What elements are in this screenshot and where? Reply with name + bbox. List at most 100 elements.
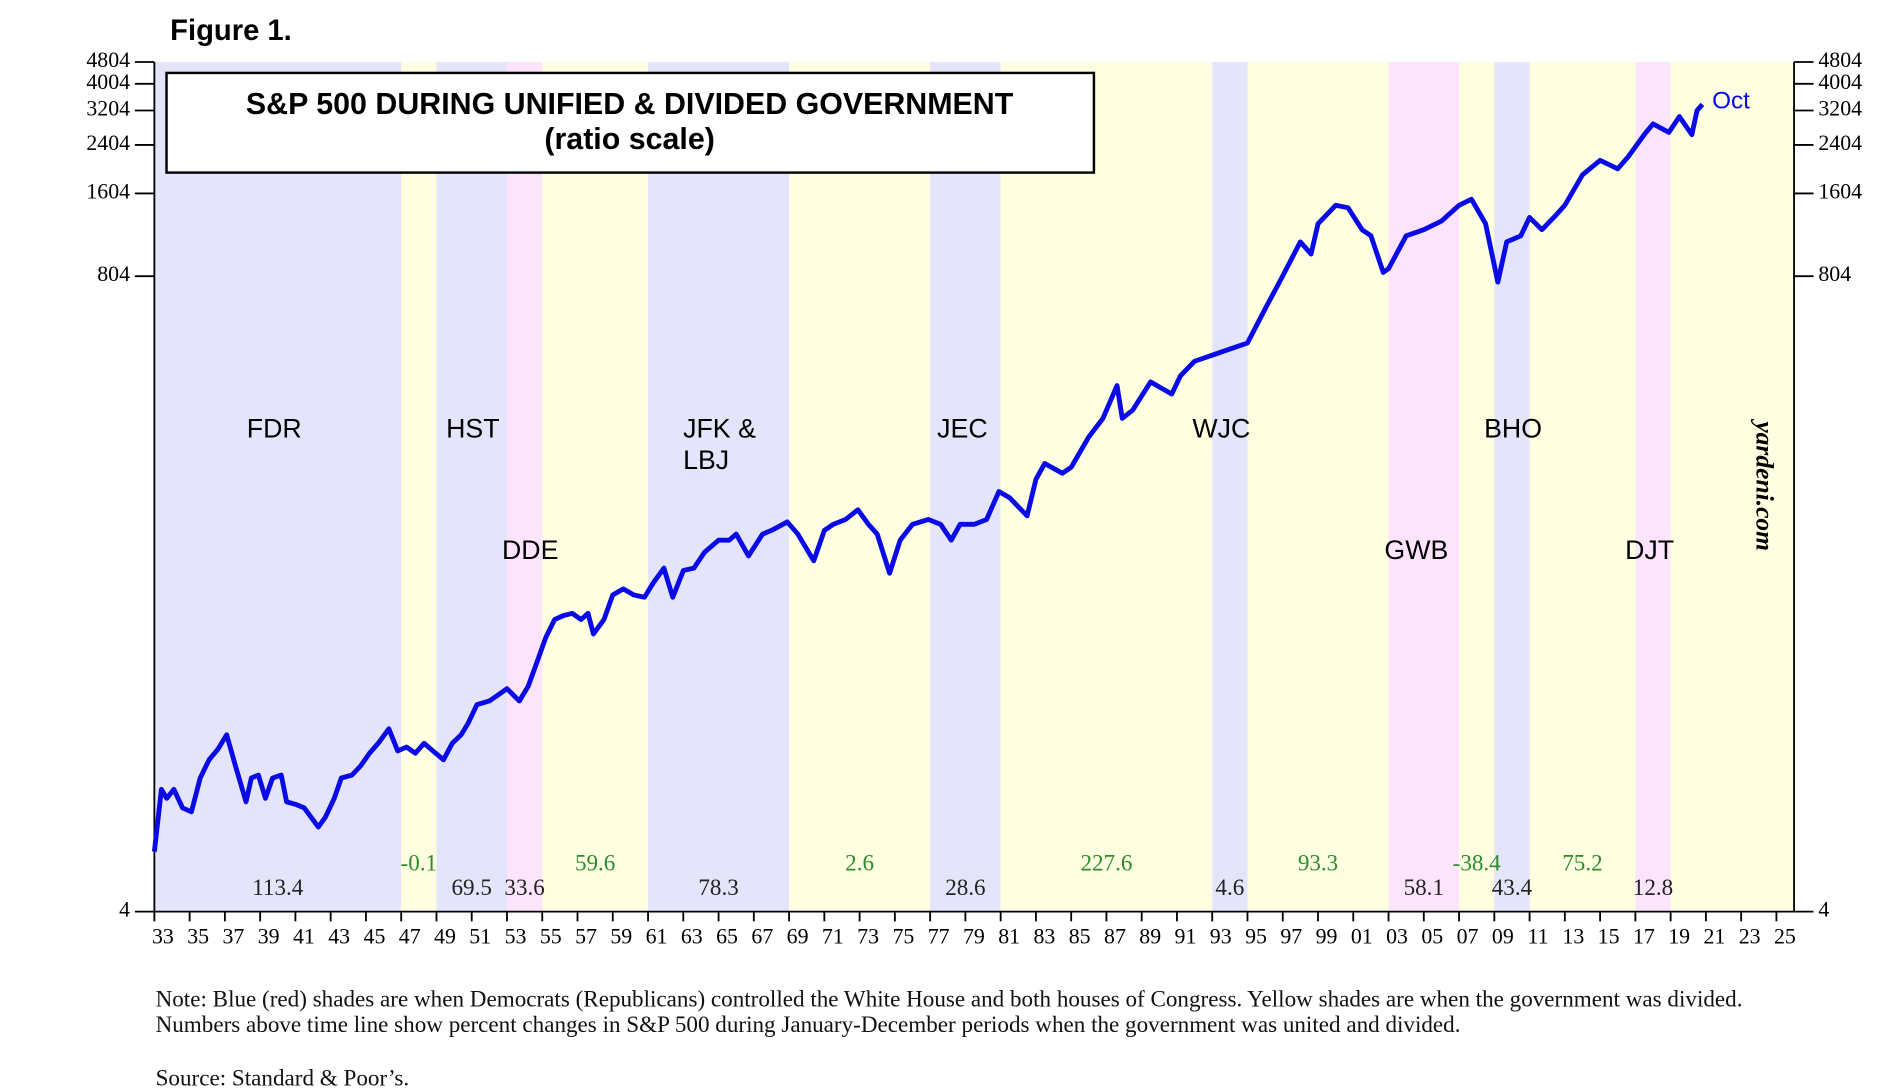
percent-change: 43.4: [1492, 874, 1533, 900]
period-shade: [436, 61, 507, 912]
percent-change: 78.3: [698, 874, 738, 900]
x-tick-label: 43: [328, 924, 350, 948]
president-label: GWB: [1384, 534, 1449, 566]
chart-subtitle: (ratio scale): [544, 122, 715, 156]
x-tick-label: 23: [1739, 924, 1761, 948]
x-tick-label: 01: [1351, 924, 1373, 948]
percent-change: 75.2: [1562, 850, 1602, 876]
x-tick-label: 97: [1280, 924, 1302, 948]
figure-label: Figure 1.: [170, 14, 292, 48]
period-shade: [789, 61, 931, 912]
y-tick-label: 4004: [86, 70, 130, 94]
y-tick-label: 2404: [1818, 131, 1862, 155]
x-tick-label: 13: [1562, 924, 1584, 948]
y-tick-label: 804: [1818, 262, 1851, 286]
period-shade: [1635, 61, 1671, 912]
x-tick-label: 95: [1245, 924, 1267, 948]
x-tick-label: 03: [1386, 924, 1408, 948]
percent-change: 58.1: [1404, 874, 1444, 900]
percent-change: 12.8: [1633, 874, 1673, 900]
percent-change: -38.4: [1453, 850, 1502, 876]
period-shade: [1388, 61, 1460, 912]
x-tick-label: 53: [505, 924, 527, 948]
x-tick-label: 81: [998, 924, 1020, 948]
x-tick-label: 87: [1104, 924, 1126, 948]
x-tick-label: 21: [1703, 924, 1725, 948]
percent-change: 28.6: [945, 874, 985, 900]
percent-change: 227.6: [1080, 850, 1132, 876]
x-tick-label: 39: [258, 924, 280, 948]
y-tick-label: 4004: [1818, 70, 1862, 94]
x-tick-label: 15: [1598, 924, 1620, 948]
percent-change: 69.5: [452, 874, 492, 900]
x-tick-label: 25: [1774, 924, 1796, 948]
note: Note: Blue (red) shades are when Democra…: [155, 986, 1743, 1039]
percent-change: 2.6: [845, 850, 874, 876]
x-tick-label: 91: [1175, 924, 1197, 948]
source: Source: Standard & Poor’s.: [155, 1065, 410, 1092]
watermark: yardeni.com: [1751, 418, 1780, 551]
title-box: [165, 71, 1096, 174]
y-tick-label: 4804: [1818, 48, 1862, 72]
x-tick-label: 49: [434, 924, 456, 948]
y-tick-label: 3204: [86, 97, 130, 121]
x-tick-label: 89: [1139, 924, 1161, 948]
x-tick-label: 59: [610, 924, 632, 948]
y-tick-label: 804: [97, 262, 130, 286]
x-tick-label: 55: [540, 924, 562, 948]
percent-change: -0.1: [401, 850, 438, 876]
president-label: DDE: [501, 534, 559, 566]
x-tick-label: 63: [681, 924, 703, 948]
x-tick-label: 93: [1210, 924, 1232, 948]
x-tick-label: 69: [787, 924, 809, 948]
president-label: FDR: [246, 413, 302, 444]
x-tick-label: 73: [857, 924, 879, 948]
percent-change: 113.4: [252, 874, 304, 900]
period-shade: [1459, 61, 1495, 912]
x-tick-label: 17: [1633, 924, 1655, 948]
president-label: HST: [446, 413, 500, 444]
chart-title: S&P 500 DURING UNIFIED & DIVIDED GOVERNM…: [246, 87, 1014, 121]
x-tick-label: 61: [646, 924, 668, 948]
period-shade: [930, 61, 1001, 912]
period-shade: [542, 61, 649, 912]
x-tick-label: 47: [399, 924, 421, 948]
percent-change: 4.6: [1215, 874, 1244, 900]
x-tick-label: 75: [892, 924, 914, 948]
x-tick-label: 67: [751, 924, 773, 948]
x-tick-label: 05: [1421, 924, 1443, 948]
percent-change: 93.3: [1298, 850, 1338, 876]
x-tick-label: 99: [1316, 924, 1338, 948]
president-label: JFK & LBJ: [683, 413, 756, 476]
x-tick-label: 85: [1069, 924, 1091, 948]
x-tick-label: 41: [293, 924, 315, 948]
president-label: DJT: [1625, 534, 1675, 566]
x-tick-label: 45: [364, 924, 386, 948]
x-tick-label: 19: [1668, 924, 1690, 948]
period-shade: [1670, 61, 1795, 912]
y-tick-label: 1604: [1818, 179, 1862, 203]
x-tick-label: 79: [963, 924, 985, 948]
percent-change: 59.6: [575, 850, 615, 876]
period-shade: [401, 61, 437, 912]
x-tick-label: 35: [187, 924, 209, 948]
period-shade: [648, 61, 790, 912]
x-tick-label: 09: [1492, 924, 1514, 948]
period-shade: [154, 61, 402, 912]
y-tick-label: 4: [119, 898, 130, 922]
period-shade: [506, 61, 543, 912]
period-shade: [1494, 61, 1530, 912]
period-shade: [1212, 61, 1248, 912]
president-label: WJC: [1192, 413, 1251, 444]
x-tick-label: 33: [152, 924, 174, 948]
series-line: [151, 102, 1705, 852]
period-shade: [1247, 61, 1389, 912]
y-tick-label: 3204: [1818, 97, 1862, 121]
y-tick-label: 1604: [86, 179, 130, 203]
x-tick-label: 37: [222, 924, 244, 948]
x-tick-label: 57: [575, 924, 597, 948]
x-tick-label: 71: [822, 924, 844, 948]
